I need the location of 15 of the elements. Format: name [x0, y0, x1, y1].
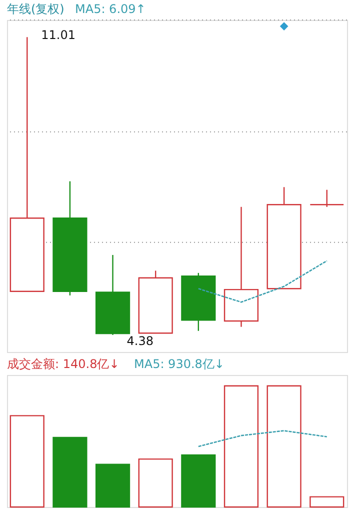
annotation: 4.38 — [126, 334, 154, 348]
bar — [266, 385, 302, 508]
bar — [52, 436, 88, 508]
annotation: 11.01 — [41, 28, 76, 42]
chart-title: 年线(复权) — [7, 2, 64, 16]
text: MA5: 6.09↑ — [75, 2, 146, 16]
bar — [95, 464, 130, 508]
chart-title: 成交金额: 140.8亿↓ — [7, 357, 120, 371]
bar — [181, 454, 216, 508]
text: MA5: 930.8亿↓ — [134, 357, 224, 371]
candlestick — [310, 189, 344, 208]
bar — [10, 415, 44, 508]
bar — [224, 385, 259, 508]
bar — [138, 458, 173, 508]
bar — [310, 496, 344, 508]
